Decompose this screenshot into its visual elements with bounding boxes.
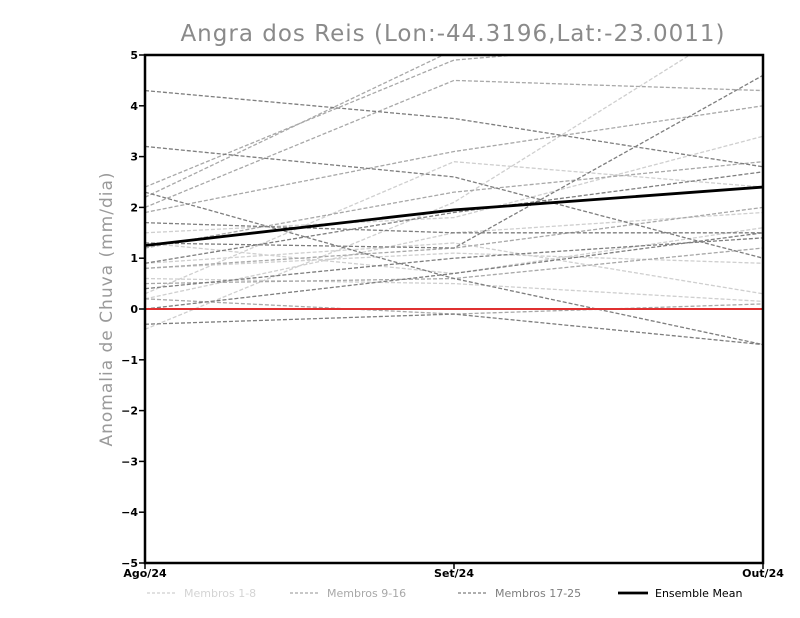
y-axis-label: Anomalia de Chuva (mm/dia) <box>97 171 117 446</box>
series-line-m06 <box>145 242 763 295</box>
series-line-m13 <box>145 206 763 270</box>
y-tick-label: 3 <box>130 151 138 164</box>
y-tick-label: −2 <box>121 405 138 418</box>
legend-label: Ensemble Mean <box>655 587 742 600</box>
series-line-m20 <box>145 171 763 264</box>
series-line-m12 <box>145 161 763 249</box>
y-tick-label: 2 <box>130 201 138 214</box>
y-tick-label: 0 <box>130 303 138 316</box>
x-tick-label: Out/24 <box>742 567 784 580</box>
y-tick-label: −3 <box>121 455 138 468</box>
legend-label: Membros 1-8 <box>184 587 256 600</box>
series-line-m16 <box>145 105 763 214</box>
legend: Membros 1-8 Membros 9-16 Membros 17-25 Ense… <box>147 587 742 600</box>
series-line-m02 <box>145 161 763 295</box>
series-line-m09 <box>145 55 445 198</box>
series-line-m19 <box>145 191 763 346</box>
x-tick-label: Ago/24 <box>123 567 167 580</box>
x-tick-label: Set/24 <box>434 567 474 580</box>
chart-title: Angra dos Reis (Lon:-44.3196,Lat:-23.001… <box>180 21 725 47</box>
legend-label: Membros 9-16 <box>327 587 406 600</box>
series-line-m10 <box>145 55 524 188</box>
y-tick-label: 4 <box>130 100 138 113</box>
y-tick-label: 1 <box>130 252 138 265</box>
series-line-m21 <box>145 221 763 234</box>
y-tick-label: −4 <box>121 506 138 519</box>
series-line-m07 <box>145 277 763 303</box>
series-line-m23 <box>145 232 763 310</box>
series-line-m22 <box>145 237 763 290</box>
series-line-m11 <box>145 79 763 209</box>
series-line-ensemble-mean <box>145 185 763 247</box>
series-line-m25 <box>145 74 763 249</box>
series-line-m15 <box>145 298 763 315</box>
series-line-m03 <box>145 135 763 234</box>
series-line-m01 <box>145 55 692 330</box>
plot-area <box>145 55 763 346</box>
y-tick-label: 5 <box>130 49 138 62</box>
series-line-m18 <box>145 145 763 259</box>
legend-label: Membros 17-25 <box>495 587 581 600</box>
series-line-m04 <box>145 252 763 270</box>
y-tick-label: −5 <box>121 557 138 570</box>
series-line-m05 <box>145 227 763 275</box>
y-tick-label: −1 <box>121 354 138 367</box>
axis-ticks: −5 −4 −3 −2 −1 0 1 2 3 4 5 Ago/24 Set/24 Out/24 <box>121 49 784 580</box>
series-line-m17 <box>145 89 763 168</box>
series-line-m24 <box>145 313 763 346</box>
